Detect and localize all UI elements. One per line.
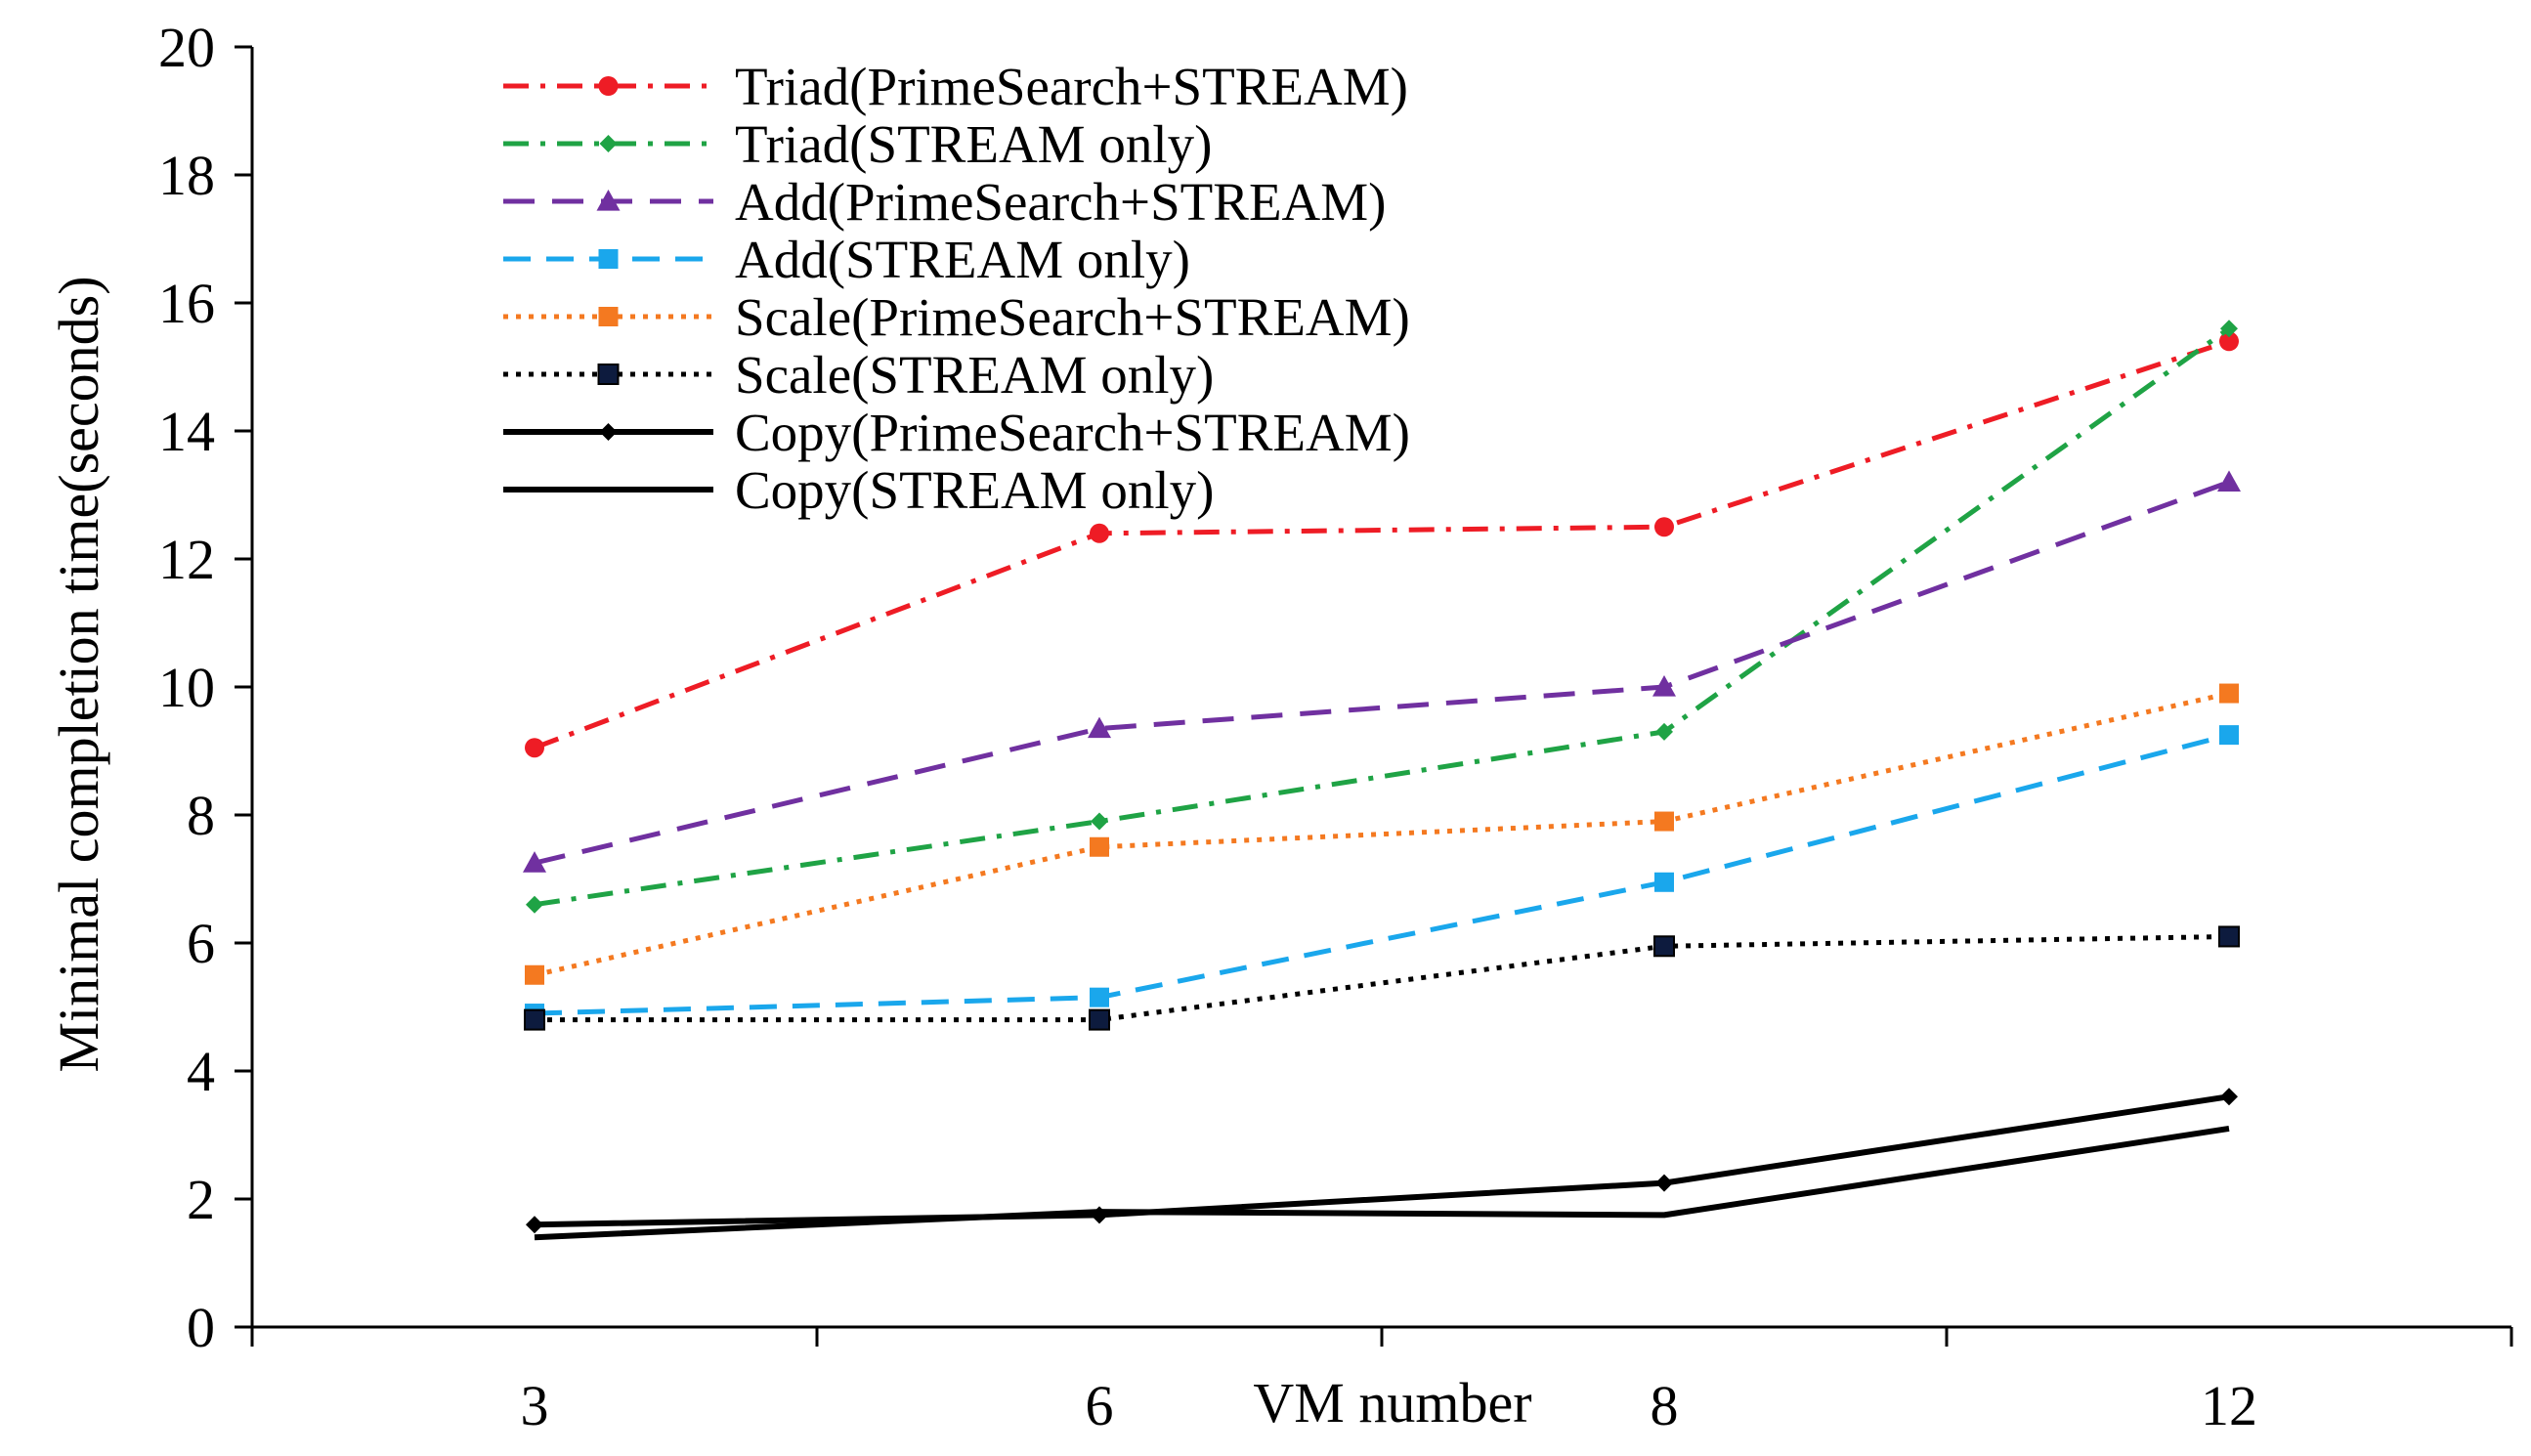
legend-label: Add(PrimeSearch+STREAM) [735,172,1386,232]
legend: Triad(PrimeSearch+STREAM)Triad(STREAM on… [503,57,1410,520]
legend-marker [598,307,619,326]
series-line [534,732,2230,1016]
legend-label: Triad(PrimeSearch+STREAM) [735,57,1408,116]
x-tick-label: 8 [1651,1374,1679,1437]
data-point [1090,987,1109,1007]
data-point [1654,811,1674,832]
data-point [1090,523,1109,543]
x-axis: 3 6 8 12 [250,1325,2513,1437]
data-point [1088,716,1111,739]
y-tick-label: 16 [158,272,215,335]
data-point [525,964,544,985]
data-point [1652,675,1676,697]
legend-label: Scale(STREAM only) [735,345,1214,405]
data-point [2219,331,2239,352]
y-tick-label: 12 [158,528,215,591]
y-tick-label: 6 [187,912,215,975]
series-line [534,1125,2230,1241]
data-point [526,895,543,914]
legend-label: Copy(STREAM only) [735,460,1214,520]
y-axis: 0 2 4 6 8 10 12 14 16 18 20 [158,16,254,1359]
legend-marker [596,190,621,211]
y-tick-label: 8 [187,784,215,847]
x-tick-label: 12 [2201,1374,2257,1437]
data-point [2220,320,2238,338]
x-axis-title: VM number [1253,1371,1531,1435]
data-point [2217,470,2241,492]
y-tick-label: 2 [187,1168,215,1231]
y-tick-label: 4 [187,1040,215,1103]
x-tick-label: 3 [521,1374,549,1437]
data-point [1654,517,1674,537]
legend-label: Scale(PrimeSearch+STREAM) [735,287,1410,347]
series-line [534,326,2231,908]
legend-entry: Triad(STREAM only) [503,114,1212,174]
series-4 [525,725,2239,1024]
series-line [535,933,2230,1023]
series-line [534,480,2230,866]
x-tick-label: 6 [1086,1374,1114,1437]
y-axis-title: Minimal completion time(seconds) [47,276,110,1072]
series-5 [525,683,2239,985]
legend-entry: Scale(PrimeSearch+STREAM) [503,287,1410,347]
data-point [1090,836,1109,857]
series-2 [526,320,2238,914]
legend-marker [597,364,620,385]
series-7 [526,1088,2238,1234]
data-point [2219,725,2239,746]
data-point [1655,1174,1673,1192]
data-point [526,1216,543,1234]
legend-entry: Copy(PrimeSearch+STREAM) [503,403,1410,462]
series-6 [524,925,2240,1031]
data-point [523,851,546,873]
legend-marker [599,135,618,152]
data-point [1091,812,1108,831]
series-8 [534,1125,2230,1241]
y-tick-label: 14 [158,400,215,463]
data-point [1653,935,1675,958]
data-point [2219,683,2239,704]
series-line [534,338,2230,750]
legend-entry: Scale(STREAM only) [503,345,1214,405]
data-point [1654,872,1674,892]
legend-entry: Copy(STREAM only) [503,460,1214,520]
y-tick-label: 18 [158,144,215,207]
legend-label: Copy(PrimeSearch+STREAM) [735,403,1410,462]
series-line [534,1093,2230,1228]
legend-marker [598,249,619,269]
legend-entry: Triad(PrimeSearch+STREAM) [503,57,1408,116]
y-tick-label: 0 [187,1296,215,1359]
series-layer [523,320,2241,1241]
legend-entry: Add(PrimeSearch+STREAM) [503,172,1386,232]
legend-label: Triad(STREAM only) [735,114,1212,174]
series-line [534,691,2230,978]
y-tick-label: 20 [158,16,215,79]
legend-marker [599,423,618,441]
legend-label: Add(STREAM only) [735,230,1190,289]
data-point [525,738,544,758]
data-point [1655,722,1673,741]
data-point [1089,1008,1110,1031]
legend-entry: Add(STREAM only) [503,230,1190,289]
series-3 [523,470,2241,873]
data-point [2218,925,2240,948]
y-tick-label: 10 [158,656,215,719]
data-point [2220,1088,2238,1106]
series-1 [525,331,2239,758]
data-point [524,1008,545,1031]
legend-marker [598,76,619,96]
